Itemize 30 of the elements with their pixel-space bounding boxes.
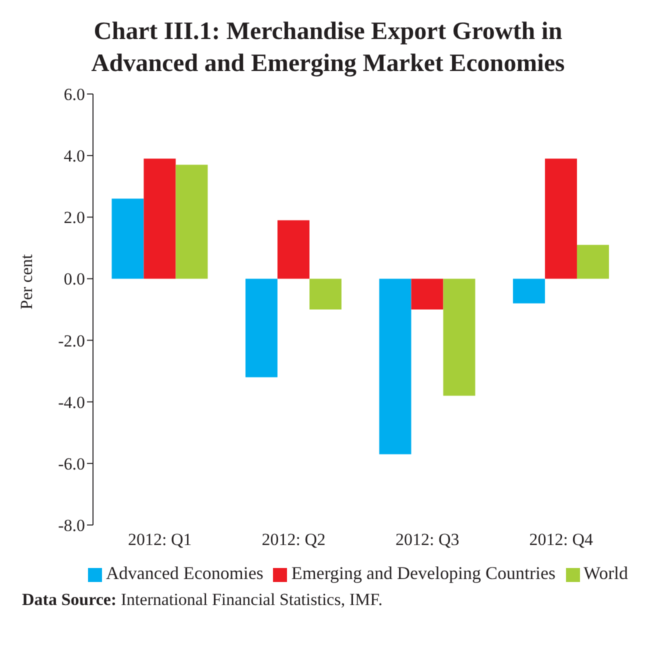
y-tick-label: -8.0 xyxy=(58,516,85,536)
bar xyxy=(411,278,444,310)
bar xyxy=(277,220,310,279)
bar xyxy=(576,244,609,279)
y-tick-label: -6.0 xyxy=(58,454,85,474)
bar xyxy=(112,198,144,279)
bar xyxy=(176,164,208,279)
legend-label: World xyxy=(584,563,628,583)
bar xyxy=(144,158,176,279)
x-tick-label: 2012: Q4 xyxy=(529,530,594,550)
bar xyxy=(245,278,278,378)
y-tick-label: -4.0 xyxy=(58,392,85,412)
bar xyxy=(544,158,577,279)
legend-label: Emerging and Developing Countries xyxy=(291,563,556,583)
y-tick-label: 6.0 xyxy=(64,85,85,104)
legend-label: Advanced Economies xyxy=(106,563,264,583)
x-tick-label: 2012: Q1 xyxy=(128,530,192,550)
y-tick-label: -2.0 xyxy=(58,331,85,350)
y-tick-label: 2.0 xyxy=(64,208,85,228)
bar xyxy=(309,278,342,310)
y-tick-label: 0.0 xyxy=(64,270,85,289)
chart-title: Chart III.1: Merchandise Export Growth in Advanced and Emerging Market Economies xyxy=(90,17,566,79)
y-axis-title: Per cent xyxy=(17,254,36,310)
x-tick-label: 2012: Q2 xyxy=(262,530,326,550)
bar xyxy=(443,278,476,396)
y-tick-label: 4.0 xyxy=(64,146,85,166)
bar xyxy=(379,278,412,454)
x-tick-label: 2012: Q3 xyxy=(396,530,460,550)
source-note: Data Source: International Financial Statistics, IMF. xyxy=(21,589,384,611)
bar xyxy=(512,278,545,304)
